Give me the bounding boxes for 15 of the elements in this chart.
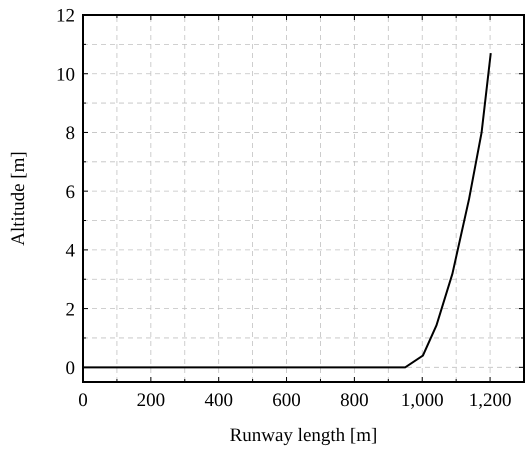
y-tick-label: 8 xyxy=(66,123,75,144)
y-axis-title: Altitude [m] xyxy=(8,151,29,246)
x-axis-title: Runway length [m] xyxy=(230,425,378,446)
y-tick-label: 6 xyxy=(66,182,75,203)
x-tick-label: 200 xyxy=(136,390,166,411)
y-tick-label: 4 xyxy=(66,240,76,262)
y-tick-label: 12 xyxy=(56,6,75,27)
y-tick-label: 2 xyxy=(66,299,75,320)
x-tick-label: 1,000 xyxy=(400,390,444,411)
x-tick-label: 600 xyxy=(272,390,301,411)
y-tick-label: 0 xyxy=(66,358,75,379)
x-tick-label: 800 xyxy=(340,390,369,411)
x-tick-label: 400 xyxy=(204,390,233,411)
y-tick-label: 10 xyxy=(56,64,75,86)
x-tick-label: 1,200 xyxy=(468,390,512,411)
